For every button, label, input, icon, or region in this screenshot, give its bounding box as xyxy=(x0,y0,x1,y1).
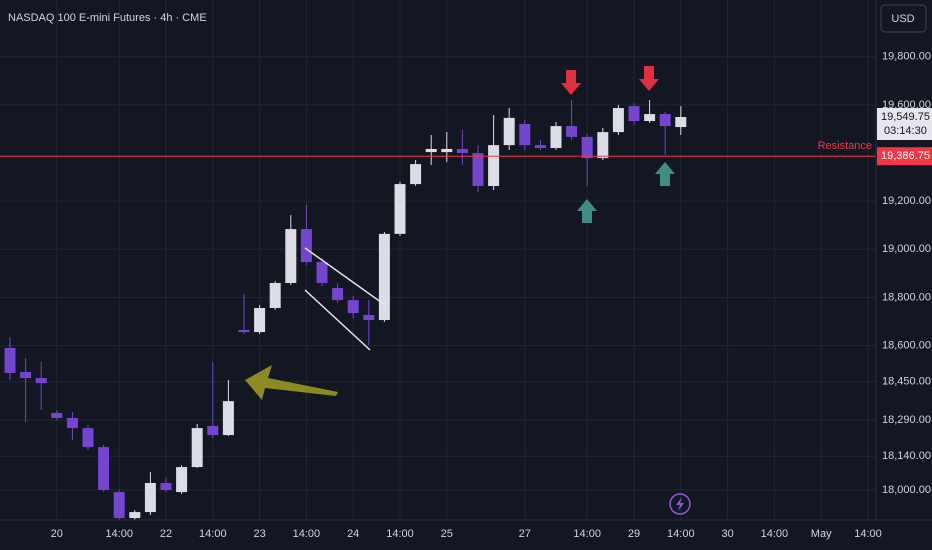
candle-body xyxy=(269,282,281,309)
candle-body xyxy=(534,145,546,148)
candle-body xyxy=(363,314,375,321)
x-tick-label: 25 xyxy=(441,528,453,540)
y-tick-label: 18,140.00 xyxy=(882,450,931,462)
currency-label: USD xyxy=(891,13,914,25)
candle-body xyxy=(176,467,188,493)
x-tick-label: 27 xyxy=(519,528,531,540)
candle-body xyxy=(332,288,344,301)
x-tick-label: 14:00 xyxy=(105,528,133,540)
y-tick-label: 18,290.00 xyxy=(882,414,931,426)
candle-body xyxy=(129,512,141,519)
up-arrow xyxy=(577,199,597,223)
x-tick-label: 20 xyxy=(51,528,63,540)
x-tick-label: 23 xyxy=(253,528,265,540)
drawings xyxy=(245,66,691,515)
up-arrow xyxy=(655,162,675,186)
candle-body xyxy=(410,164,422,185)
candle-body xyxy=(488,145,500,187)
currency-button[interactable] xyxy=(880,4,927,33)
candle-body xyxy=(254,308,266,333)
candle-body xyxy=(113,492,125,519)
y-tick-label: 18,600.00 xyxy=(882,339,931,351)
candle-body xyxy=(378,233,390,321)
x-tick-label: 30 xyxy=(721,528,733,540)
candle-body xyxy=(472,153,484,187)
candle-body xyxy=(550,126,562,148)
candle-body xyxy=(519,123,531,146)
candle-body xyxy=(628,106,640,122)
candle-body xyxy=(285,229,297,283)
candle-body xyxy=(644,114,656,122)
candle-body xyxy=(566,126,578,137)
candle-body xyxy=(160,482,172,490)
countdown-label: 03:14:30 xyxy=(884,125,927,137)
candle-body xyxy=(191,428,203,468)
x-tick-label: 14:00 xyxy=(199,528,227,540)
y-tick-label: 19,600.00 xyxy=(882,99,931,111)
x-tick-label: 22 xyxy=(160,528,172,540)
event-icon[interactable] xyxy=(669,493,691,515)
candle-body xyxy=(207,425,219,436)
candle-body xyxy=(98,447,110,490)
x-tick-label: 14:00 xyxy=(573,528,601,540)
candle-body xyxy=(66,417,78,429)
candle-body xyxy=(222,401,234,436)
lightning-icon xyxy=(676,497,684,511)
candle-body xyxy=(659,114,671,127)
x-tick-label: 14:00 xyxy=(386,528,414,540)
price-tag xyxy=(877,147,932,166)
chart-title: NASDAQ 100 E-mini Futures · 4h · CME xyxy=(8,12,207,24)
y-tick-label: 18,000.00 xyxy=(882,484,931,496)
candle-body xyxy=(82,428,94,448)
channel-line xyxy=(304,289,371,351)
x-tick-label: 14:00 xyxy=(293,528,321,540)
y-tick-label: 19,800.00 xyxy=(882,51,931,63)
candle-body xyxy=(456,148,468,154)
candle-body xyxy=(4,347,16,373)
resistance-label: Resistance xyxy=(818,140,872,152)
candle-body xyxy=(316,262,328,283)
candle-body xyxy=(425,148,437,153)
x-tick-label: 14:00 xyxy=(667,528,695,540)
axes: 18,000.00 18,140.00 18,290.00 18,450.00 18,6… xyxy=(51,51,932,540)
x-tick-label: 24 xyxy=(347,528,359,540)
candle-body xyxy=(20,372,32,379)
candle-body xyxy=(238,329,250,333)
y-tick-label: 18,800.00 xyxy=(882,291,931,303)
candle-body xyxy=(35,378,47,384)
candles: Resistance xyxy=(0,100,876,520)
candle-body xyxy=(612,108,624,133)
x-tick-label: 14:00 xyxy=(761,528,789,540)
down-arrow xyxy=(639,66,659,91)
candle-body xyxy=(503,117,515,146)
candle-body xyxy=(144,482,156,513)
price-tag-label: 19,386.75 xyxy=(881,150,930,162)
candle-body xyxy=(675,117,687,128)
price-axis xyxy=(876,0,932,550)
last-price-label: 19,549.75 xyxy=(881,111,930,123)
y-tick-label: 19,000.00 xyxy=(882,243,931,255)
x-tick-label: May xyxy=(811,528,832,540)
y-tick-label: 18,450.00 xyxy=(882,376,931,388)
candle-body xyxy=(300,229,312,263)
candle-body xyxy=(347,300,359,314)
candle-body xyxy=(581,136,593,159)
x-tick-label: 29 xyxy=(628,528,640,540)
channel-line xyxy=(304,247,386,306)
y-tick-label: 19,200.00 xyxy=(882,195,931,207)
candle-body xyxy=(51,412,63,418)
candle-body xyxy=(441,148,453,153)
x-tick-label: 14:00 xyxy=(854,528,882,540)
candle-body xyxy=(597,132,609,159)
down-arrow xyxy=(561,70,581,95)
candle-body xyxy=(394,184,406,234)
last-price-tag xyxy=(877,108,932,141)
arrow-annotation xyxy=(245,365,338,400)
